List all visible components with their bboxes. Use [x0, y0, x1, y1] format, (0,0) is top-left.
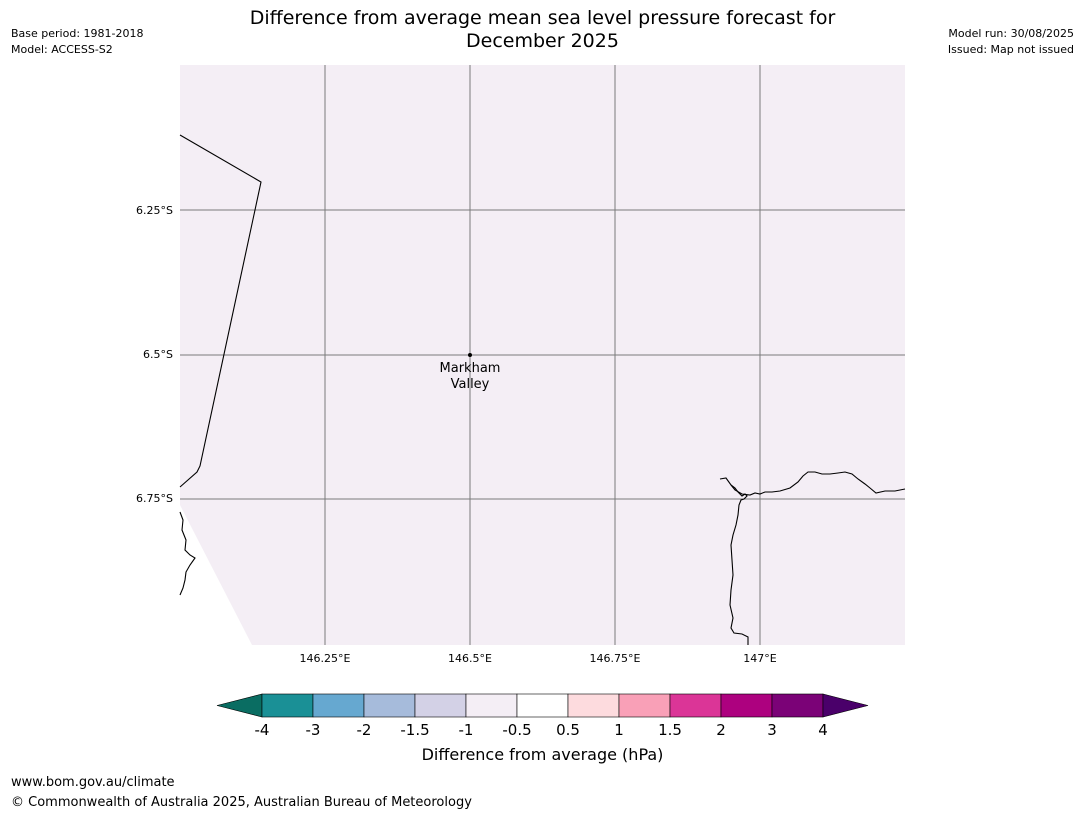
coastlines: [179, 134, 906, 645]
colorbar-box: [669, 693, 722, 718]
colorbar-box: [567, 693, 620, 718]
title-line-1: Difference from average mean sea level p…: [249, 7, 836, 29]
boundary-line-west: [179, 134, 262, 488]
colorbar-under-arrow: [216, 693, 263, 718]
colorbar-boxes: [216, 693, 869, 718]
colorbar-tick-label: -0.5: [502, 721, 531, 739]
colorbar-box: [465, 693, 518, 718]
lon-tick-label: 146.5°E: [448, 652, 492, 665]
colorbar-tick-label: 1.5: [658, 721, 682, 739]
colorbar-box: [618, 693, 671, 718]
colorbar-tick-label: -4: [255, 721, 270, 739]
colorbar-box: [516, 693, 569, 718]
coastline-northeast: [730, 471, 906, 496]
place-name-line-2: Valley: [451, 377, 490, 392]
lon-tick-label: 146.25°E: [300, 652, 351, 665]
place-marker-icon[interactable]: [468, 353, 472, 357]
colorbar-tick-label: 3: [767, 721, 777, 739]
colorbar-tick-label: 4: [818, 721, 828, 739]
place-name-line-1: Markham: [440, 361, 501, 376]
meta-left: Base period: 1981-2018 Model: ACCESS-S2: [11, 26, 143, 58]
colorbar-tick-label: 2: [716, 721, 726, 739]
lon-tick-label: 147°E: [743, 652, 776, 665]
lon-tick-label: 146.75°E: [590, 652, 641, 665]
colorbar-tick-label: -2: [357, 721, 372, 739]
colorbar: -4 -3 -2 -1.5 -1 -0.5 0.5 1 1.5 2 3 4: [216, 693, 869, 739]
colorbar-ticks: -4 -3 -2 -1.5 -1 -0.5 0.5 1 1.5 2 3 4: [255, 721, 828, 739]
colorbar-tick-label: -1.5: [400, 721, 429, 739]
colorbar-tick-label: 1: [614, 721, 624, 739]
footer-copyright: © Commonwealth of Australia 2025, Austra…: [11, 795, 472, 810]
meta-right: Model run: 30/08/2025 Issued: Map not is…: [948, 26, 1074, 58]
model-name: Model: ACCESS-S2: [11, 43, 113, 56]
footer-url[interactable]: www.bom.gov.au/climate: [11, 775, 175, 790]
colorbar-box: [261, 693, 314, 718]
lat-tick-label: 6.5°S: [143, 348, 173, 361]
map-gridlines: [180, 65, 905, 645]
map[interactable]: Markham Valley 6.25°S 6.5°S 6.75°S 146.2…: [0, 0, 1085, 690]
model-run: Model run: 30/08/2025: [948, 27, 1074, 40]
issued-status: Issued: Map not issued: [947, 43, 1074, 56]
colorbar-box: [771, 693, 824, 718]
lat-tick-label: 6.75°S: [136, 492, 173, 505]
colorbar-over-arrow: [822, 693, 869, 718]
title-line-2: December 2025: [466, 30, 619, 52]
colorbar-box: [363, 693, 416, 718]
lat-tick-label: 6.25°S: [136, 204, 173, 217]
colorbar-box: [414, 693, 467, 718]
colorbar-tick-label: -3: [306, 721, 321, 739]
base-period: Base period: 1981-2018: [11, 27, 144, 40]
colorbar-tick-label: -1: [459, 721, 474, 739]
colorbar-label: Difference from average (hPa): [421, 745, 664, 764]
colorbar-box: [312, 693, 365, 718]
map-nodata-area: [180, 505, 252, 645]
coastline-southwest: [179, 511, 196, 596]
colorbar-tick-label: 0.5: [556, 721, 580, 739]
colorbar-box: [720, 693, 773, 718]
page-title: Difference from average mean sea level p…: [0, 7, 1085, 53]
